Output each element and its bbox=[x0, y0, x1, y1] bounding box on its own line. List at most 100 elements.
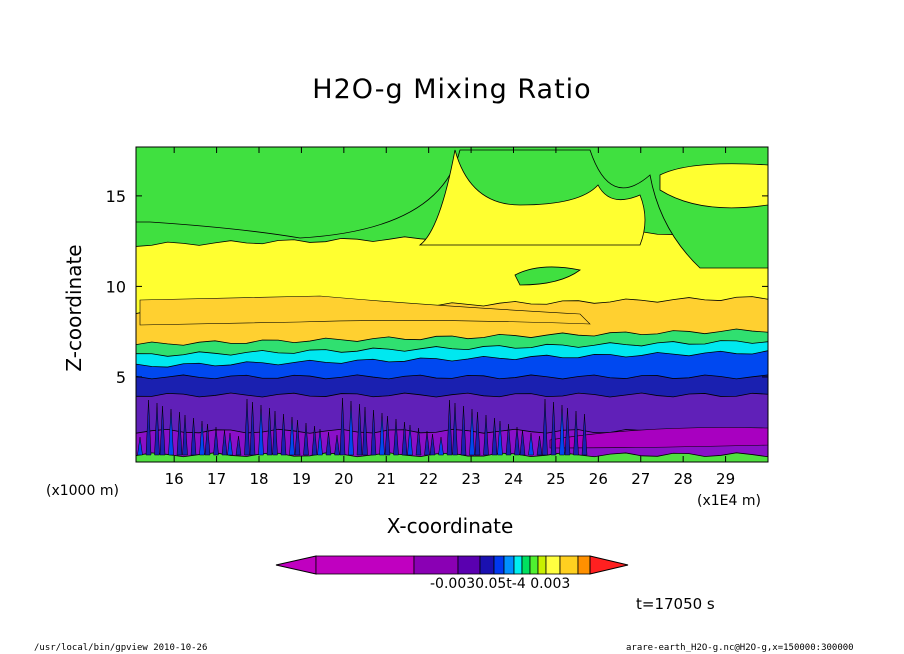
colorbar-segment bbox=[479, 555, 495, 575]
convection-spike bbox=[145, 399, 152, 456]
colorbar-segment bbox=[457, 555, 481, 575]
convection-spike bbox=[536, 435, 543, 456]
x-tick-label: 18 bbox=[249, 470, 268, 488]
colorbar bbox=[275, 555, 629, 575]
convection-spike bbox=[505, 423, 512, 456]
colorbar-segment bbox=[545, 555, 561, 575]
convection-spike bbox=[266, 407, 273, 456]
convection-spike bbox=[519, 429, 526, 456]
convection-spike bbox=[407, 424, 413, 456]
colorbar-segment bbox=[577, 555, 591, 575]
convection-spike bbox=[199, 420, 205, 456]
convection-spike bbox=[542, 398, 548, 456]
x-unit-label: (x1000 m) bbox=[46, 483, 119, 499]
colorbar-low-arrow bbox=[275, 555, 317, 575]
y-tick-label: 15 bbox=[106, 187, 126, 206]
convection-spike bbox=[401, 421, 408, 456]
convection-spike bbox=[176, 411, 183, 456]
colorbar-segment bbox=[413, 555, 459, 575]
convection-spike bbox=[272, 410, 278, 456]
x-tick-label: 16 bbox=[165, 470, 184, 488]
x-multiplier-label: (x1E4 m) bbox=[697, 493, 761, 509]
convection-spike bbox=[469, 408, 475, 456]
convection-spike bbox=[429, 433, 436, 456]
time-label: t=17050 s bbox=[636, 595, 715, 613]
convection-spike bbox=[514, 426, 520, 456]
convection-spike bbox=[356, 403, 363, 456]
convection-spike bbox=[581, 413, 588, 456]
y-tick-label: 5 bbox=[116, 368, 126, 387]
convection-spike bbox=[325, 431, 332, 456]
x-tick-label: 19 bbox=[292, 470, 311, 488]
chart-title: H2O-g Mixing Ratio bbox=[312, 74, 592, 105]
convection-spike bbox=[424, 430, 430, 456]
x-tick-label: 25 bbox=[546, 470, 565, 488]
convection-spike bbox=[294, 419, 301, 456]
x-tick-label: 22 bbox=[419, 470, 438, 488]
colorbar-segment bbox=[529, 555, 539, 575]
convection-spike bbox=[137, 436, 143, 456]
convection-spike bbox=[182, 414, 188, 456]
colorbar-high-arrow bbox=[589, 555, 629, 575]
convection-spike bbox=[483, 414, 489, 456]
convection-spike bbox=[362, 406, 368, 456]
convection-spike bbox=[204, 423, 211, 456]
convection-spike bbox=[550, 401, 557, 456]
convection-spike bbox=[227, 432, 233, 456]
band-surface bbox=[136, 452, 768, 462]
yellow-plume bbox=[418, 149, 646, 246]
convection-spike bbox=[289, 416, 295, 456]
convection-spike bbox=[168, 408, 174, 456]
convection-spike bbox=[528, 432, 534, 456]
footer-right-text: arare-earth_H2O-g.nc@H2O-g,x=150000:3000… bbox=[626, 643, 854, 653]
convection-spike bbox=[452, 402, 458, 456]
convection-spike bbox=[213, 426, 219, 456]
x-tick-label: 23 bbox=[462, 470, 481, 488]
convection-spike bbox=[370, 409, 377, 456]
convection-spike bbox=[559, 404, 565, 456]
convection-spike bbox=[159, 405, 166, 456]
green-patch bbox=[514, 266, 581, 286]
x-tick-label: 21 bbox=[377, 470, 396, 488]
x-tick-label: 29 bbox=[716, 470, 735, 488]
x-tick-label: 24 bbox=[504, 470, 523, 488]
x-tick-label: 26 bbox=[589, 470, 608, 488]
convection-spike bbox=[460, 405, 467, 456]
x-tick-label: 17 bbox=[207, 470, 226, 488]
colorbar-segment bbox=[513, 555, 523, 575]
y-axis-label: Z-coordinate bbox=[62, 244, 86, 372]
colorbar-segment bbox=[503, 555, 515, 575]
yellow-upper-right bbox=[659, 163, 768, 209]
convection-spike bbox=[244, 398, 250, 456]
colorbar-segment bbox=[521, 555, 531, 575]
footer-left-text: /usr/local/bin/gpview 2010-10-26 bbox=[34, 643, 208, 653]
x-tick-label: 27 bbox=[631, 470, 650, 488]
colorbar-segment bbox=[493, 555, 505, 575]
magenta-low-layer bbox=[549, 427, 768, 449]
convection-spike bbox=[573, 410, 579, 456]
convection-spike bbox=[235, 435, 242, 456]
convection-spike bbox=[497, 420, 503, 456]
x-tick-label: 20 bbox=[334, 470, 353, 488]
convection-spike bbox=[249, 401, 256, 456]
convection-spike bbox=[348, 400, 354, 456]
convection-spike bbox=[564, 407, 571, 456]
convection-spike bbox=[334, 434, 340, 456]
convection-spike bbox=[438, 436, 444, 456]
convection-spike bbox=[154, 402, 160, 456]
convection-spike bbox=[379, 412, 385, 456]
convection-spike bbox=[190, 417, 197, 456]
convection-spike bbox=[280, 413, 287, 456]
convection-spike bbox=[474, 411, 481, 456]
y-tick-label: 10 bbox=[106, 277, 126, 296]
convection-spike bbox=[339, 397, 346, 456]
convection-spike bbox=[393, 418, 399, 456]
plot-frame bbox=[135, 146, 769, 463]
x-axis-label: X-coordinate bbox=[386, 514, 514, 538]
colorbar-segment bbox=[537, 555, 547, 575]
convection-spike bbox=[311, 425, 318, 456]
convection-spike bbox=[491, 417, 498, 456]
convection-spike bbox=[415, 427, 422, 456]
convection-spike bbox=[258, 404, 264, 456]
